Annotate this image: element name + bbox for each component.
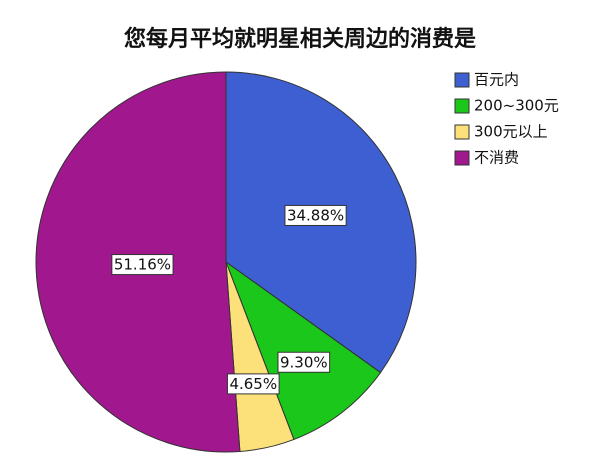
legend-label: 百元内 xyxy=(474,71,519,89)
legend-swatch xyxy=(454,124,470,140)
legend-label: 200~300元 xyxy=(474,97,559,115)
value-label-box xyxy=(284,204,347,226)
pie-slice xyxy=(224,260,382,441)
legend-label: 300元以上 xyxy=(474,123,548,141)
legend-label: 不消费 xyxy=(474,149,519,167)
legend-swatch xyxy=(454,72,470,88)
value-label-box xyxy=(111,254,174,276)
legend-swatch xyxy=(454,150,470,166)
value-label: 34.88% xyxy=(287,206,344,224)
value-label-box xyxy=(226,373,280,395)
value-label: 51.16% xyxy=(114,256,171,274)
value-label: 4.65% xyxy=(229,375,277,393)
chart-title: 您每月平均就明星相关周边的消费是 xyxy=(124,26,476,52)
value-label: 9.30% xyxy=(280,353,328,371)
value-label-box xyxy=(277,351,331,373)
legend-swatch xyxy=(454,98,470,114)
